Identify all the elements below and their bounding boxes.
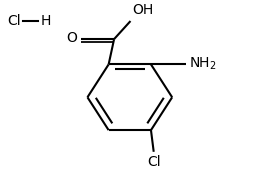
Text: Cl: Cl bbox=[7, 14, 20, 28]
Text: H: H bbox=[41, 14, 51, 28]
Text: NH$_2$: NH$_2$ bbox=[189, 55, 217, 72]
Text: OH: OH bbox=[132, 3, 153, 17]
Text: O: O bbox=[66, 31, 77, 45]
Text: Cl: Cl bbox=[147, 155, 161, 169]
